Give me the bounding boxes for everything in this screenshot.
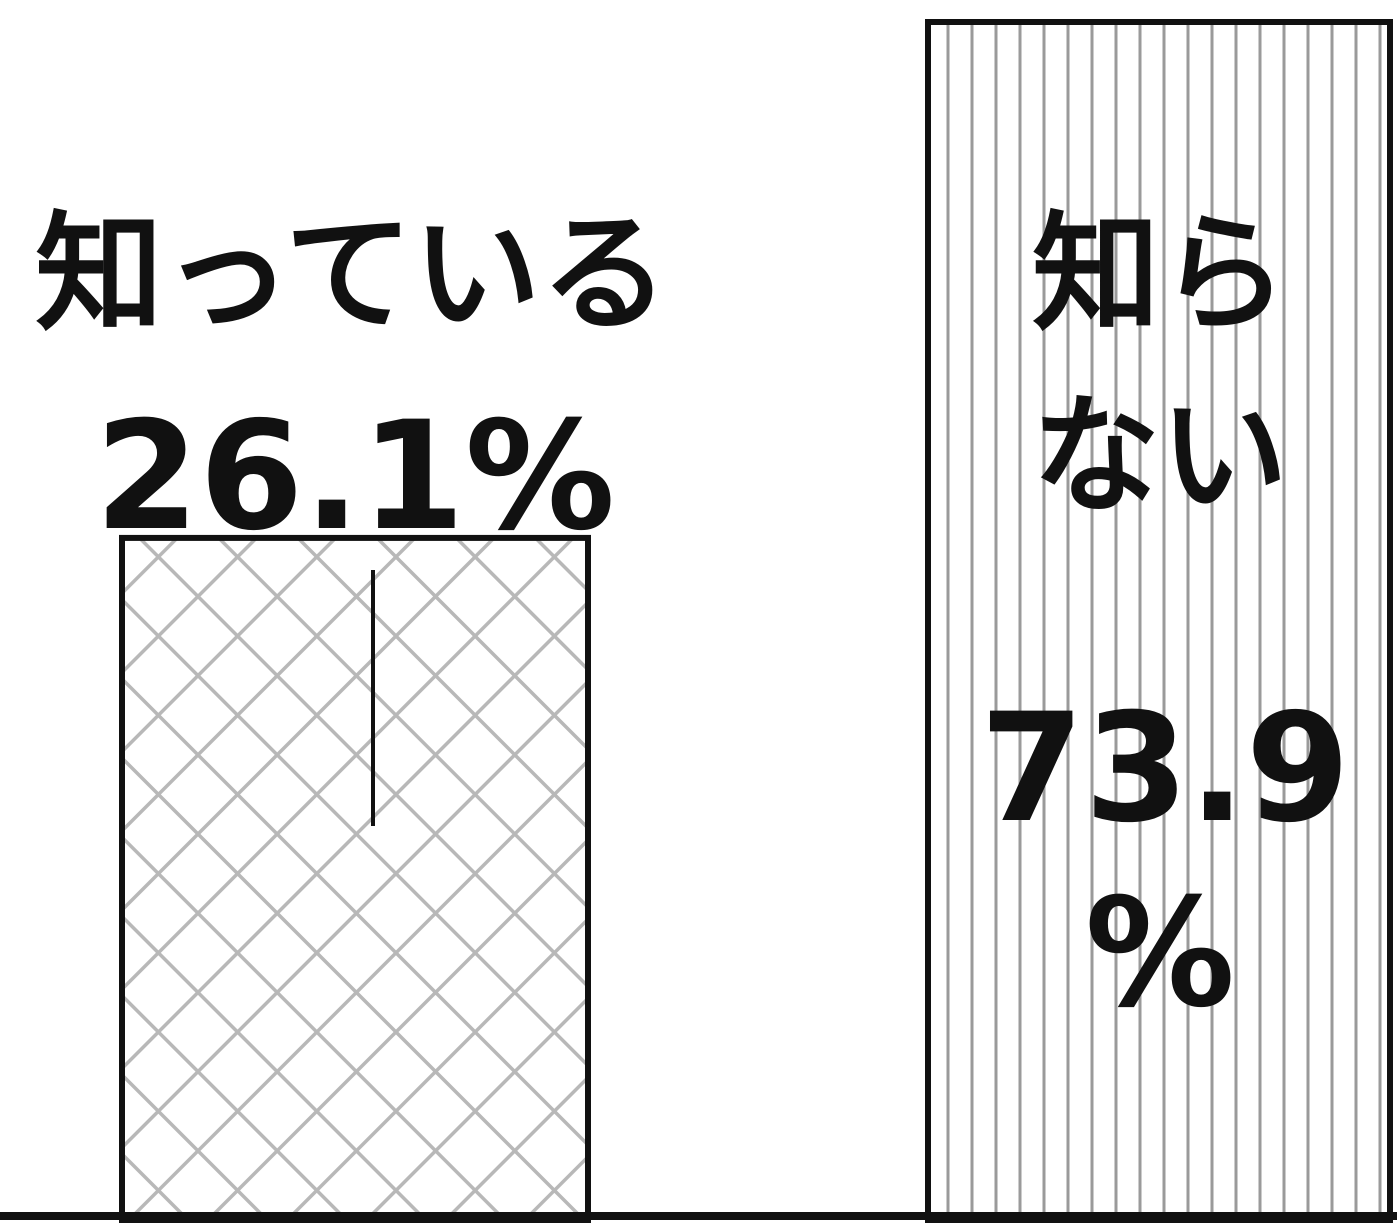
bar-shitteiru bbox=[119, 534, 591, 1223]
category-label-shitteiru: 知っている bbox=[35, 200, 669, 349]
value-label-shitteiru: 26.1% bbox=[95, 390, 615, 564]
bar-shiranai bbox=[925, 19, 1393, 1223]
category-label-shiranai-line2: ない bbox=[1032, 382, 1288, 531]
value-label-shiranai-number: 73.9 bbox=[980, 682, 1350, 856]
value-label-shiranai-percent: % bbox=[1085, 867, 1235, 1041]
category-label-shiranai-line1: 知ら bbox=[1032, 200, 1288, 349]
